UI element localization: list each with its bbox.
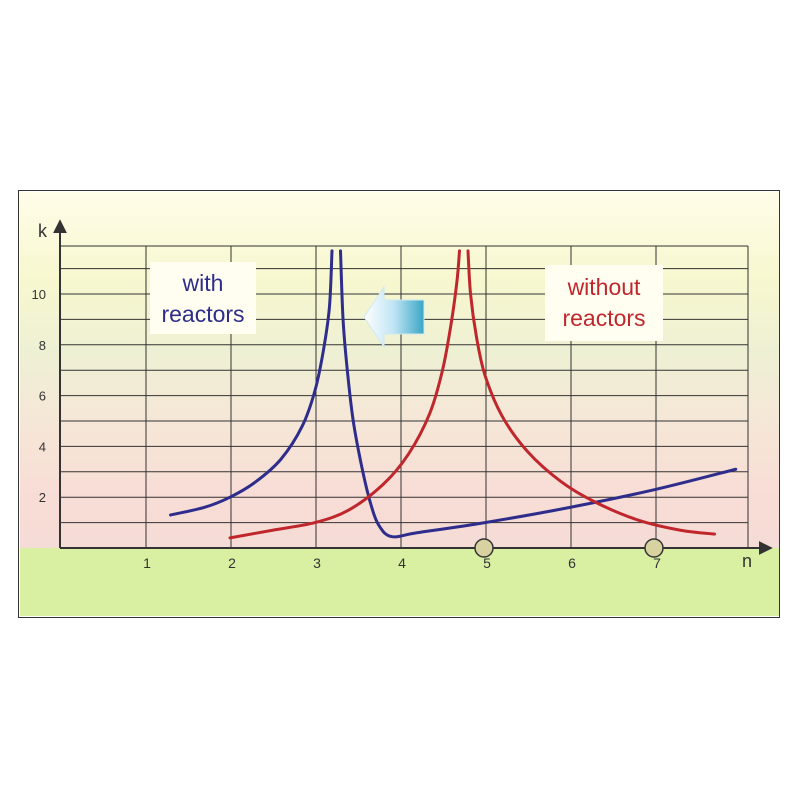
annotation-with-reactors: with reactors <box>161 270 244 327</box>
x-tick-label: 5 <box>483 555 491 571</box>
x-tick-label: 7 <box>653 555 661 571</box>
axis-marker-circle <box>474 538 494 558</box>
x-axis-label: n <box>742 551 752 571</box>
series-with-branch-1 <box>169 249 334 517</box>
ground-band <box>20 548 779 616</box>
axis-marker-circle <box>644 538 664 558</box>
y-tick-label: 2 <box>39 490 46 505</box>
y-axis-label: k <box>38 221 48 241</box>
series-without-branch-1 <box>228 249 461 540</box>
y-tick-label: 8 <box>39 338 46 353</box>
x-tick-label: 1 <box>143 555 151 571</box>
y-tick-label: 4 <box>39 439 46 454</box>
x-tick-label: 6 <box>568 555 576 571</box>
series-with-branch-2 <box>339 249 738 539</box>
x-tick-label: 2 <box>228 555 236 571</box>
annotation-without-reactors-box: without reactors <box>545 265 663 341</box>
series-without-branch-2 <box>466 249 716 536</box>
annotation-with-reactors-box: with reactors <box>150 262 256 334</box>
x-tick-label: 3 <box>313 555 321 571</box>
shift-left-arrow-icon <box>363 285 425 349</box>
y-tick-label: 10 <box>32 287 46 302</box>
annotation-without-reactors: without reactors <box>562 274 645 331</box>
chart-frame <box>18 190 780 618</box>
x-tick-label: 4 <box>398 555 406 571</box>
y-tick-label: 6 <box>39 389 46 404</box>
